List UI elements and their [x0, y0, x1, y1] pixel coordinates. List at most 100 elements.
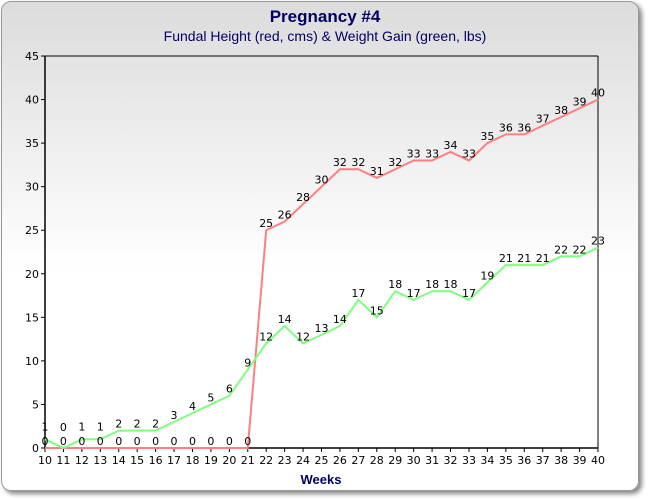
y-tick-label: 15 — [25, 311, 39, 324]
x-tick-label: 19 — [204, 454, 218, 467]
x-tick-label: 21 — [241, 454, 255, 467]
data-label: 0 — [60, 435, 67, 448]
x-tick-label: 16 — [149, 454, 163, 467]
data-label: 32 — [351, 156, 365, 169]
x-tick-label: 34 — [480, 454, 494, 467]
chart-subtitle: Fundal Height (red, cms) & Weight Gain (… — [164, 28, 487, 44]
x-tick-label: 28 — [370, 454, 384, 467]
x-tick-label: 29 — [388, 454, 402, 467]
data-label: 0 — [226, 435, 233, 448]
data-label: 0 — [60, 421, 67, 434]
data-label: 0 — [134, 435, 141, 448]
x-tick-label: 12 — [75, 454, 89, 467]
data-label: 2 — [152, 418, 159, 431]
data-label: 15 — [370, 304, 384, 317]
data-label: 25 — [259, 217, 273, 230]
data-label: 0 — [78, 435, 85, 448]
y-tick-label: 45 — [25, 50, 39, 63]
x-tick-label: 11 — [56, 454, 70, 467]
data-label: 36 — [517, 121, 531, 134]
y-tick-label: 10 — [25, 355, 39, 368]
data-label: 40 — [591, 87, 605, 100]
data-label: 32 — [388, 156, 402, 169]
data-label: 37 — [536, 113, 550, 126]
data-label: 14 — [333, 313, 347, 326]
data-label: 38 — [554, 104, 568, 117]
x-tick-label: 33 — [462, 454, 476, 467]
x-tick-label: 25 — [315, 454, 329, 467]
data-label: 18 — [444, 278, 458, 291]
x-tick-label: 18 — [185, 454, 199, 467]
data-label: 3 — [171, 409, 178, 422]
data-label: 6 — [226, 383, 233, 396]
x-tick-label: 27 — [351, 454, 365, 467]
x-tick-label: 22 — [259, 454, 273, 467]
data-label: 0 — [207, 435, 214, 448]
data-label: 13 — [315, 322, 329, 335]
data-label: 36 — [499, 121, 513, 134]
x-tick-label: 35 — [499, 454, 513, 467]
data-label: 0 — [97, 435, 104, 448]
data-label: 0 — [115, 435, 122, 448]
y-tick-label: 30 — [25, 181, 39, 194]
y-tick-label: 5 — [32, 398, 39, 411]
data-label: 33 — [407, 148, 421, 161]
data-label: 0 — [152, 435, 159, 448]
y-tick-label: 40 — [25, 94, 39, 107]
series-line-fundal-height — [45, 98, 599, 449]
data-label: 2 — [134, 418, 141, 431]
x-tick-label: 30 — [407, 454, 421, 467]
data-label: 17 — [462, 287, 476, 300]
data-label: 5 — [207, 391, 214, 404]
data-label: 12 — [296, 330, 310, 343]
data-label: 18 — [388, 278, 402, 291]
data-label: 0 — [171, 435, 178, 448]
data-label: 28 — [296, 191, 310, 204]
x-tick-label: 32 — [444, 454, 458, 467]
chart-title: Pregnancy #4 — [270, 7, 381, 26]
data-label: 1 — [42, 420, 49, 433]
x-tick-label: 40 — [591, 454, 605, 467]
x-tick-label: 37 — [536, 454, 550, 467]
x-tick-label: 15 — [130, 454, 144, 467]
data-label: 0 — [244, 435, 251, 448]
data-label: 22 — [573, 243, 587, 256]
data-label: 30 — [315, 174, 329, 187]
data-label: 4 — [189, 400, 196, 413]
x-tick-label: 20 — [222, 454, 236, 467]
data-label: 33 — [425, 148, 439, 161]
x-tick-label: 36 — [517, 454, 531, 467]
x-tick-label: 14 — [112, 454, 126, 467]
data-label: 1 — [78, 420, 85, 433]
y-tick-label: 35 — [25, 137, 39, 150]
data-label: 35 — [480, 130, 494, 143]
y-tick-label: 20 — [25, 268, 39, 281]
data-label: 21 — [499, 252, 513, 265]
data-label: 21 — [536, 252, 550, 265]
data-label: 1 — [97, 420, 104, 433]
x-tick-label: 26 — [333, 454, 347, 467]
data-label: 14 — [278, 313, 292, 326]
x-tick-label: 23 — [278, 454, 292, 467]
data-label: 2 — [115, 418, 122, 431]
data-label: 33 — [462, 148, 476, 161]
x-tick-label: 38 — [554, 454, 568, 467]
x-tick-label: 24 — [296, 454, 310, 467]
y-tick-label: 0 — [32, 442, 39, 455]
x-axis-label: Weeks — [301, 472, 342, 487]
chart-panel — [1, 1, 639, 491]
x-tick-label: 17 — [167, 454, 181, 467]
data-label: 22 — [554, 243, 568, 256]
data-label: 12 — [259, 330, 273, 343]
data-label: 21 — [517, 252, 531, 265]
data-label: 0 — [42, 435, 49, 448]
data-label: 26 — [278, 209, 292, 222]
x-tick-label: 31 — [425, 454, 439, 467]
x-tick-label: 39 — [573, 454, 587, 467]
x-tick-label: 13 — [93, 454, 107, 467]
data-label: 32 — [333, 156, 347, 169]
data-label: 19 — [480, 269, 494, 282]
series-line-weight-gain — [44, 246, 599, 450]
x-tick-label: 10 — [38, 454, 52, 467]
